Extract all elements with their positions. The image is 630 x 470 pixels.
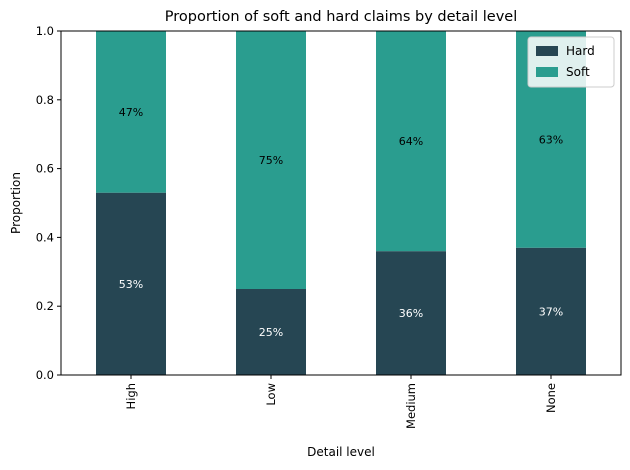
- value-label-soft-none: 63%: [539, 133, 563, 146]
- y-tick-label: 1.0: [36, 24, 54, 38]
- y-tick-label: 0.4: [36, 230, 54, 244]
- y-axis: 0.0 0.2 0.4 0.6 0.8 1.0: [36, 24, 61, 382]
- legend-label-hard: Hard: [566, 44, 595, 58]
- x-tick-label-none: None: [544, 383, 558, 413]
- x-axis: High Low Medium None: [124, 375, 558, 429]
- value-label-soft-medium: 64%: [399, 135, 423, 148]
- y-tick-label: 0.8: [36, 93, 54, 107]
- x-tick-label-medium: Medium: [404, 383, 418, 429]
- value-label-hard-high: 53%: [119, 278, 143, 291]
- bar-soft-medium: [376, 31, 446, 252]
- y-tick-label: 0.2: [36, 299, 54, 313]
- legend-swatch-soft: [536, 67, 558, 77]
- legend-swatch-hard: [536, 46, 558, 56]
- value-label-hard-none: 37%: [539, 305, 563, 318]
- x-tick-label-high: High: [124, 383, 138, 409]
- bar-hard-none: [516, 247, 586, 375]
- bars-layer: [96, 31, 586, 375]
- value-label-soft-low: 75%: [259, 154, 283, 167]
- legend-label-soft: Soft: [566, 65, 590, 79]
- y-tick-label: 0.6: [36, 162, 54, 176]
- bar-hard-medium: [376, 251, 446, 375]
- y-axis-label: Proportion: [9, 172, 23, 234]
- bar-soft-low: [236, 31, 306, 289]
- plot-frame: [60, 30, 622, 376]
- value-labels-layer: 53% 47% 25% 75% 36% 64% 37% 63%: [119, 106, 563, 339]
- x-tick-label-low: Low: [264, 383, 278, 406]
- bar-hard-low: [236, 289, 306, 375]
- y-tick-label: 0.0: [36, 368, 54, 382]
- bar-hard-high: [96, 192, 166, 375]
- legend: Hard Soft: [527, 36, 615, 88]
- x-axis-label: Detail level: [307, 445, 375, 459]
- value-label-hard-medium: 36%: [399, 307, 423, 320]
- chart-title: Proportion of soft and hard claims by de…: [165, 9, 518, 25]
- value-label-soft-high: 47%: [119, 106, 143, 119]
- value-label-hard-low: 25%: [259, 326, 283, 339]
- bar-soft-high: [96, 31, 166, 193]
